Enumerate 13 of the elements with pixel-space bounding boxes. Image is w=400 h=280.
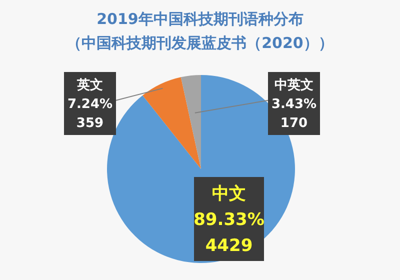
data-label: 7.24% (67, 97, 113, 112)
data-label: 89.33% (194, 210, 264, 230)
text: 359 (76, 116, 104, 132)
text: 170 (280, 116, 308, 132)
chart-title: 2019年中国科技期刊语种分布 (96, 10, 304, 28)
data-label: 3.43% (271, 97, 317, 112)
pie-slice (142, 77, 201, 169)
text: 4429 (205, 236, 253, 256)
slice-label: 英文 (76, 77, 103, 94)
slice-label: 中英文 (274, 77, 314, 94)
slice-label: 中文 (212, 184, 246, 204)
pie-slice (180, 75, 201, 169)
chart-subtitle: （中国科技期刊发展蓝皮书（2020）） (66, 34, 334, 52)
